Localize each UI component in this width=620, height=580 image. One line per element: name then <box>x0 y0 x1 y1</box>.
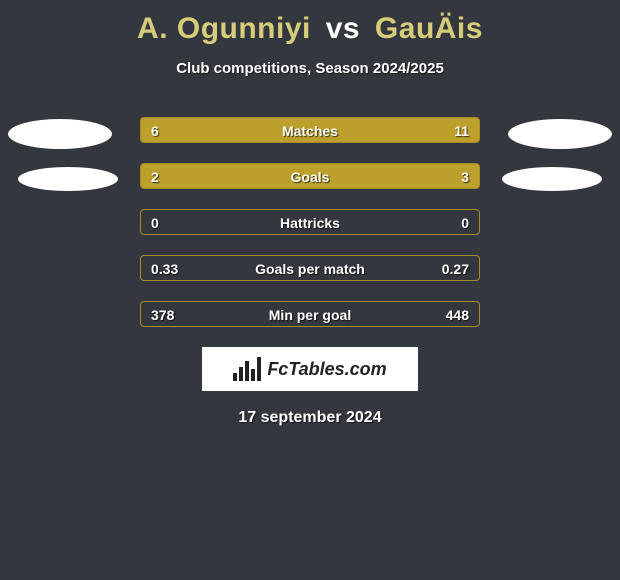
subtitle: Club competitions, Season 2024/2025 <box>0 60 620 77</box>
player1-name: A. Ogunniyi <box>137 12 311 45</box>
comparison-arena: 611Matches 23Goals 00Hattricks 0.330.27Goal… <box>0 117 620 427</box>
metric-bar: 611Matches <box>140 117 480 143</box>
branding-text: FcTables.com <box>267 359 386 380</box>
vs-text: vs <box>326 12 360 45</box>
metric-label: Goals <box>141 164 479 190</box>
metric-label: Min per goal <box>141 302 479 328</box>
metric-bar: 00Hattricks <box>140 209 480 235</box>
player1-marker-icon <box>8 119 112 149</box>
metric-label: Matches <box>141 118 479 144</box>
player2-name: GauÄis <box>375 12 483 45</box>
snapshot-date: 17 september 2024 <box>0 409 620 427</box>
metric-label: Hattricks <box>141 210 479 236</box>
player2-marker-icon <box>502 167 602 191</box>
player2-marker-icon <box>508 119 612 149</box>
comparison-title: A. Ogunniyi vs GauÄis <box>0 0 620 46</box>
metric-bar: 0.330.27Goals per match <box>140 255 480 281</box>
metric-bar: 23Goals <box>140 163 480 189</box>
metric-bar: 378448Min per goal <box>140 301 480 327</box>
metric-label: Goals per match <box>141 256 479 282</box>
bars-logo-icon <box>233 357 261 381</box>
metric-bars: 611Matches 23Goals 00Hattricks 0.330.27Goal… <box>140 117 480 327</box>
player1-marker-icon <box>18 167 118 191</box>
branding-box: FcTables.com <box>202 347 418 391</box>
